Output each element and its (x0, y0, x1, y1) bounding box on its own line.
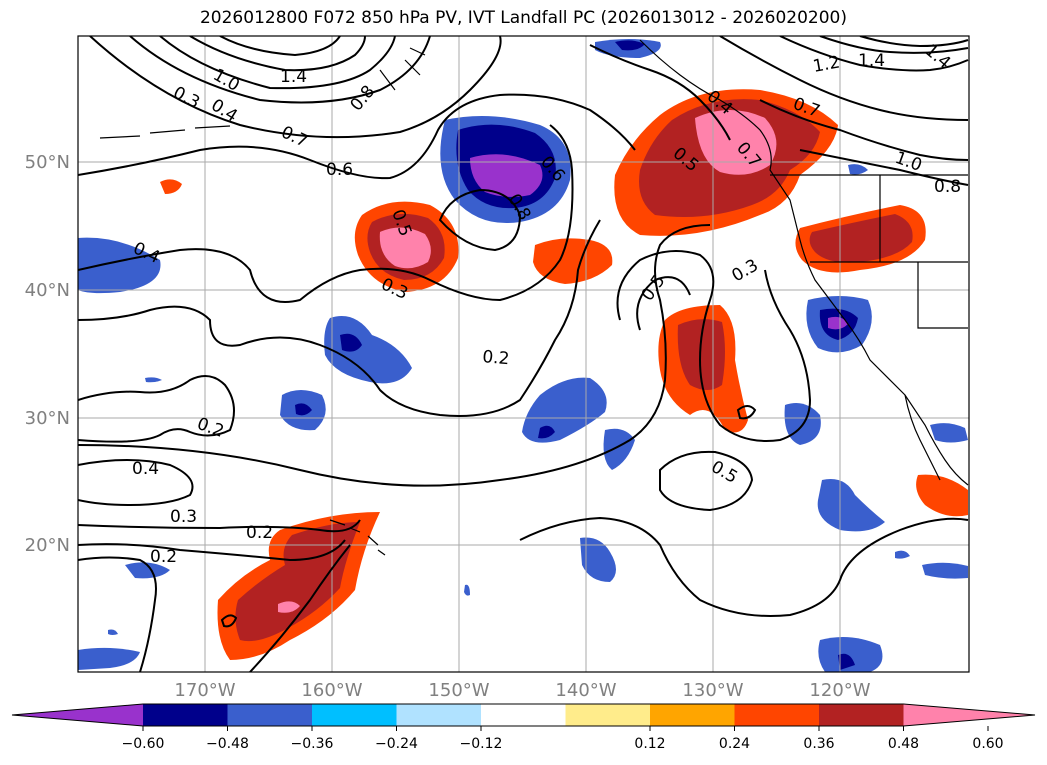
lat-label: 30°N (25, 408, 70, 429)
colorbar-tick-label: −0.48 (206, 736, 249, 752)
contour-label: 0.6 (326, 160, 353, 180)
lon-label: 140°W (555, 680, 616, 701)
contour-label: 1.4 (858, 51, 885, 71)
colorbar-segment (565, 704, 651, 726)
colorbar-extension-high (903, 704, 1035, 726)
contour-label: 0.2 (246, 523, 273, 543)
lon-label: 150°W (428, 680, 489, 701)
coastlines (99, 39, 969, 556)
contour-lines (78, 36, 969, 672)
colorbar-tick-label: −0.36 (291, 736, 334, 752)
colorbar-segment (819, 704, 904, 726)
lat-label: 50°N (25, 152, 70, 173)
lat-label: 20°N (25, 535, 70, 556)
pv-negative-region (78, 237, 161, 294)
colorbar-extension-low (12, 704, 143, 726)
pv-negative-region (817, 479, 885, 532)
colorbar-tick-label: −0.12 (460, 736, 503, 752)
colorbar-segment (396, 704, 482, 726)
gridlines (78, 36, 969, 672)
pv-shading (78, 39, 968, 672)
contour-label: 0.3 (170, 507, 197, 527)
colorbar-segment (143, 704, 228, 726)
contour-label: 0.8 (934, 177, 961, 197)
contour-label: 0.4 (132, 459, 159, 479)
colorbar-tick-label: 0.24 (719, 736, 750, 752)
latitude-labels: 50°N 40°N 30°N 20°N (25, 152, 70, 556)
colorbar: −0.60 −0.48 −0.36 −0.24 −0.12 0.12 0.24 0.36 0.4… (11, 703, 1036, 752)
map-frame (77, 35, 970, 673)
contour-label: 0.2 (150, 547, 177, 567)
colorbar-tick-label: −0.60 (122, 736, 165, 752)
map-title: 2026012800 F072 850 hPa PV, IVT Landfall… (199, 8, 847, 28)
colorbar-segment (481, 704, 566, 726)
lon-label: 170°W (174, 680, 235, 701)
colorbar-tick-label: −0.24 (375, 736, 418, 752)
colorbar-segment (312, 704, 397, 726)
colorbar-tick-label: 0.48 (888, 736, 919, 752)
colorbar-tick-label: 0.60 (972, 736, 1003, 752)
lon-label: 130°W (682, 680, 743, 701)
lon-label: 160°W (301, 680, 362, 701)
colorbar-segment (650, 704, 735, 726)
lon-label: 120°W (809, 680, 870, 701)
map-area: 1.0 1.4 0.3 0.4 0.7 0.8 0.6 0.5 0.8 0.6 … (78, 36, 969, 672)
longitude-labels: 170°W 160°W 150°W 140°W 130°W 120°W (174, 680, 870, 701)
contour-label: 1.2 (811, 53, 841, 77)
lat-label: 40°N (25, 280, 70, 301)
contour-label: 0.2 (482, 347, 511, 369)
colorbar-segment (734, 704, 820, 726)
colorbar-tick-label: 0.36 (803, 736, 834, 752)
colorbar-tick-label: 0.12 (634, 736, 665, 752)
contour-label: 1.4 (280, 67, 307, 87)
pv-negative-region (324, 316, 412, 384)
colorbar-segment (227, 704, 313, 726)
